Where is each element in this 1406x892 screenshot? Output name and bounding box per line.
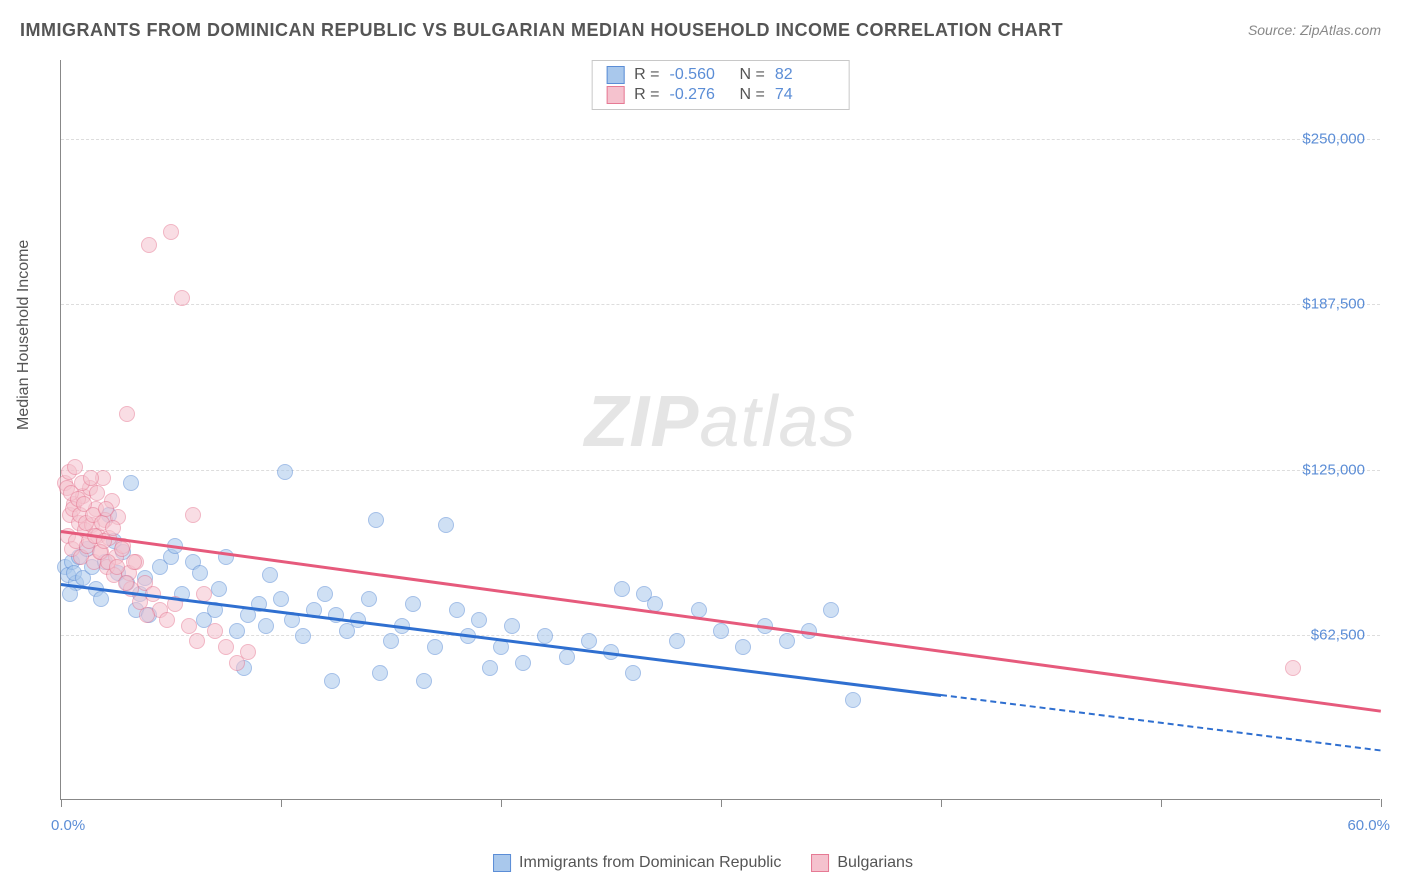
- n-value-0: 82: [775, 66, 835, 84]
- x-axis-min-label: 0.0%: [51, 817, 85, 834]
- data-point: [174, 290, 190, 306]
- y-axis-label: Median Household Income: [15, 240, 33, 430]
- data-point: [368, 512, 384, 528]
- swatch-series-0: [493, 854, 511, 872]
- data-point: [273, 591, 289, 607]
- data-point: [240, 644, 256, 660]
- data-point: [123, 475, 139, 491]
- r-value-1: -0.276: [670, 86, 730, 104]
- y-tick-label: $250,000: [1302, 131, 1365, 148]
- data-point: [845, 692, 861, 708]
- y-tick-label: $125,000: [1302, 461, 1365, 478]
- y-tick-label: $62,500: [1311, 626, 1365, 643]
- data-point: [118, 575, 134, 591]
- data-point: [192, 565, 208, 581]
- data-point: [471, 612, 487, 628]
- stats-legend-box: R = -0.560 N = 82 R = -0.276 N = 74: [591, 60, 850, 110]
- r-label: R =: [634, 86, 659, 104]
- data-point: [62, 586, 78, 602]
- data-point: [416, 673, 432, 689]
- n-value-1: 74: [775, 86, 835, 104]
- data-point: [139, 607, 155, 623]
- bottom-legend: Immigrants from Dominican Republic Bulga…: [493, 854, 913, 872]
- data-point: [427, 639, 443, 655]
- data-point: [713, 623, 729, 639]
- data-point: [537, 628, 553, 644]
- data-point: [163, 224, 179, 240]
- swatch-series-0: [606, 66, 624, 84]
- data-point: [277, 464, 293, 480]
- data-point: [482, 660, 498, 676]
- data-point: [614, 581, 630, 597]
- plot-area: ZIPatlas 0.0% 60.0% R = -0.560 N = 82 R …: [60, 60, 1380, 800]
- data-point: [218, 639, 234, 655]
- data-point: [207, 623, 223, 639]
- data-point: [625, 665, 641, 681]
- data-point: [372, 665, 388, 681]
- data-point: [823, 602, 839, 618]
- legend-label-0: Immigrants from Dominican Republic: [519, 854, 781, 872]
- data-point: [89, 485, 105, 501]
- data-point: [669, 633, 685, 649]
- legend-item-0: Immigrants from Dominican Republic: [493, 854, 781, 872]
- r-value-0: -0.560: [670, 66, 730, 84]
- data-point: [181, 618, 197, 634]
- swatch-series-1: [811, 854, 829, 872]
- data-point: [98, 501, 114, 517]
- data-point: [159, 612, 175, 628]
- swatch-series-1: [606, 86, 624, 104]
- data-point: [119, 406, 135, 422]
- x-axis-max-label: 60.0%: [1347, 817, 1390, 834]
- watermark-thin: atlas: [699, 381, 856, 461]
- data-point: [779, 633, 795, 649]
- data-point: [324, 673, 340, 689]
- data-point: [93, 591, 109, 607]
- data-point: [126, 554, 142, 570]
- data-point: [258, 618, 274, 634]
- data-point: [229, 623, 245, 639]
- data-point: [383, 633, 399, 649]
- data-point: [1285, 660, 1301, 676]
- chart-title: IMMIGRANTS FROM DOMINICAN REPUBLIC VS BU…: [20, 20, 1063, 41]
- data-point: [109, 559, 125, 575]
- stats-row-series-0: R = -0.560 N = 82: [606, 65, 835, 85]
- stats-row-series-1: R = -0.276 N = 74: [606, 85, 835, 105]
- watermark-bold: ZIP: [584, 381, 699, 461]
- data-point: [83, 470, 99, 486]
- data-point: [361, 591, 377, 607]
- data-point: [581, 633, 597, 649]
- data-point: [504, 618, 520, 634]
- r-label: R =: [634, 66, 659, 84]
- data-point: [189, 633, 205, 649]
- legend-label-1: Bulgarians: [837, 854, 913, 872]
- data-point: [438, 517, 454, 533]
- legend-item-1: Bulgarians: [811, 854, 913, 872]
- n-label: N =: [740, 86, 765, 104]
- y-tick-label: $187,500: [1302, 296, 1365, 313]
- data-point: [449, 602, 465, 618]
- data-point: [295, 628, 311, 644]
- watermark: ZIPatlas: [584, 380, 856, 462]
- data-point: [141, 237, 157, 253]
- data-point: [317, 586, 333, 602]
- data-point: [114, 541, 130, 557]
- data-point: [105, 520, 121, 536]
- data-point: [559, 649, 575, 665]
- data-point: [262, 567, 278, 583]
- data-point: [735, 639, 751, 655]
- data-point: [67, 459, 83, 475]
- data-point: [515, 655, 531, 671]
- n-label: N =: [740, 66, 765, 84]
- data-point: [405, 596, 421, 612]
- data-point: [211, 581, 227, 597]
- source-attribution: Source: ZipAtlas.com: [1248, 22, 1381, 38]
- data-point: [185, 507, 201, 523]
